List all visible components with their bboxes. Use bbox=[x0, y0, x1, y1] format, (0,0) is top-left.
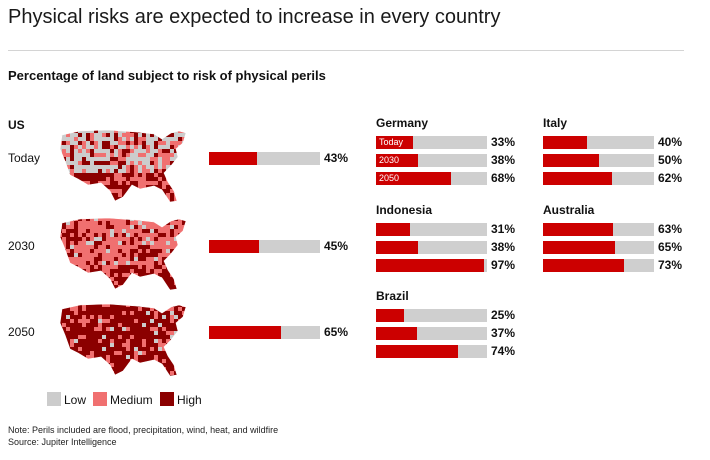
country-title-australia: Australia bbox=[543, 203, 595, 217]
country-title-germany: Germany bbox=[376, 116, 429, 130]
italy-bar-2030 bbox=[543, 154, 654, 167]
indonesia-bar-2030 bbox=[376, 241, 487, 254]
australia-bar-2030 bbox=[543, 241, 654, 254]
germany-bar-2030: 2030 bbox=[376, 154, 487, 167]
us-map-svg bbox=[59, 303, 187, 377]
australia-bar-2050 bbox=[543, 259, 654, 272]
indonesia-bar-2050 bbox=[376, 259, 487, 272]
germany-bar-fill-today bbox=[376, 136, 413, 149]
indonesia-value-label-2050: 97% bbox=[491, 258, 516, 272]
australia-bar-fill-2050 bbox=[543, 259, 625, 272]
us-bar-fill-2050 bbox=[209, 326, 282, 339]
us-panel-title: US bbox=[8, 118, 25, 132]
us-value-label-today: 43% bbox=[324, 151, 349, 165]
brazil-value-label-2030: 37% bbox=[491, 326, 516, 340]
italy-bar-today bbox=[543, 136, 654, 149]
country-title-brazil: Brazil bbox=[376, 289, 409, 303]
germany-bar-2050: 2050 bbox=[376, 172, 487, 185]
legend-label-high: High bbox=[177, 393, 202, 407]
country-title-italy: Italy bbox=[543, 116, 568, 130]
us-value-label-2050: 65% bbox=[324, 325, 349, 339]
indonesia-value-label-today: 31% bbox=[491, 222, 516, 236]
italy-value-label-2030: 50% bbox=[658, 153, 683, 167]
us-value-label-2030: 45% bbox=[324, 239, 349, 253]
australia-value-label-2030: 65% bbox=[658, 240, 683, 254]
legend-swatch-high bbox=[160, 392, 174, 406]
italy-value-label-today: 40% bbox=[658, 135, 683, 149]
italy-bar-fill-today bbox=[543, 136, 588, 149]
legend-swatch-low bbox=[47, 392, 61, 406]
brazil-value-label-2050: 74% bbox=[491, 344, 516, 358]
italy-bar-fill-2050 bbox=[543, 172, 612, 185]
brazil-bar-2050 bbox=[376, 345, 487, 358]
legend-label-low: Low bbox=[64, 393, 87, 407]
germany-bar-period-label-2030: 2030 bbox=[379, 155, 400, 165]
indonesia-bar-fill-2050 bbox=[376, 259, 484, 272]
us-row-label-2030: 2030 bbox=[8, 239, 35, 253]
italy-bar-fill-2030 bbox=[543, 154, 599, 167]
italy-value-label-2050: 62% bbox=[658, 171, 683, 185]
italy-bar-2050 bbox=[543, 172, 654, 185]
brazil-bar-2030 bbox=[376, 327, 487, 340]
us-bar-today bbox=[209, 152, 320, 165]
brazil-bar-fill-today bbox=[376, 309, 404, 322]
germany-bar-fill-2030 bbox=[376, 154, 419, 167]
australia-value-label-today: 63% bbox=[658, 222, 683, 236]
legend-swatch-medium bbox=[93, 392, 107, 406]
germany-value-label-2050: 68% bbox=[491, 171, 516, 185]
us-risk-map-2030 bbox=[58, 213, 192, 295]
germany-value-label-today: 33% bbox=[491, 135, 516, 149]
germany-bar-today: Today bbox=[376, 136, 487, 149]
us-bar-fill-2030 bbox=[209, 240, 259, 253]
australia-bar-fill-today bbox=[543, 223, 613, 236]
indonesia-value-label-2030: 38% bbox=[491, 240, 516, 254]
brazil-bar-fill-2050 bbox=[376, 345, 459, 358]
us-risk-map-today bbox=[58, 125, 192, 207]
country-title-indonesia: Indonesia bbox=[376, 203, 433, 217]
us-bar-fill-today bbox=[209, 152, 257, 165]
chart-subtitle: Percentage of land subject to risk of ph… bbox=[8, 68, 326, 83]
us-map-svg bbox=[59, 129, 187, 203]
indonesia-bar-today bbox=[376, 223, 487, 236]
legend-label-medium: Medium bbox=[110, 393, 153, 407]
title-divider bbox=[8, 50, 684, 51]
us-row-label-today: Today bbox=[8, 151, 41, 165]
us-row-label-2050: 2050 bbox=[8, 325, 35, 339]
indonesia-bar-fill-today bbox=[376, 223, 411, 236]
australia-value-label-2050: 73% bbox=[658, 258, 683, 272]
us-map-svg bbox=[59, 217, 187, 291]
us-risk-map-2050 bbox=[58, 299, 192, 381]
germany-bar-fill-2050 bbox=[376, 172, 452, 185]
page-title: Physical risks are expected to increase … bbox=[8, 6, 501, 28]
australia-bar-fill-2030 bbox=[543, 241, 616, 254]
germany-value-label-2030: 38% bbox=[491, 153, 516, 167]
brazil-bar-fill-2030 bbox=[376, 327, 418, 340]
footnote: Note: Perils included are flood, precipi… bbox=[8, 425, 279, 435]
germany-bar-period-label-today: Today bbox=[379, 137, 404, 147]
australia-bar-today bbox=[543, 223, 654, 236]
us-bar-2030 bbox=[209, 240, 320, 253]
us-bar-2050 bbox=[209, 326, 320, 339]
brazil-value-label-today: 25% bbox=[491, 308, 516, 322]
brazil-bar-today bbox=[376, 309, 487, 322]
indonesia-bar-fill-2030 bbox=[376, 241, 419, 254]
germany-bar-period-label-2050: 2050 bbox=[379, 173, 400, 183]
source-note: Source: Jupiter Intelligence bbox=[8, 437, 117, 447]
